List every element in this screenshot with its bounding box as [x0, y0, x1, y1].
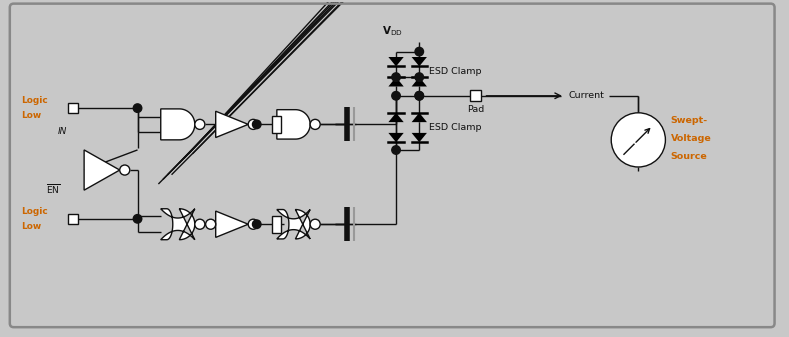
Circle shape [120, 165, 129, 175]
Bar [68, 103, 78, 113]
Text: Swept-: Swept- [671, 116, 708, 125]
Polygon shape [215, 111, 249, 137]
Text: Low: Low [21, 111, 42, 120]
Circle shape [310, 219, 320, 229]
Circle shape [133, 104, 142, 112]
Text: Pad: Pad [467, 105, 484, 114]
Text: IN: IN [58, 127, 67, 136]
Circle shape [392, 146, 400, 154]
Circle shape [133, 215, 142, 223]
Bar [470, 90, 481, 101]
Bar [272, 216, 282, 233]
Circle shape [249, 219, 258, 229]
Polygon shape [277, 210, 310, 239]
Circle shape [392, 73, 400, 81]
Circle shape [195, 219, 205, 229]
Bar [272, 116, 282, 133]
Polygon shape [388, 57, 404, 66]
Circle shape [310, 119, 320, 129]
Text: Low: Low [21, 222, 42, 231]
Polygon shape [412, 113, 427, 122]
Polygon shape [412, 77, 427, 87]
Text: ESD Clamp: ESD Clamp [428, 67, 481, 76]
Polygon shape [161, 109, 195, 140]
Circle shape [206, 219, 215, 229]
Text: Logic: Logic [21, 207, 48, 216]
Circle shape [415, 92, 424, 100]
Polygon shape [388, 133, 404, 142]
Circle shape [392, 92, 400, 100]
Text: $\overline{\rm EN}$: $\overline{\rm EN}$ [47, 182, 61, 196]
Text: ESD Clamp: ESD Clamp [428, 123, 481, 132]
Circle shape [415, 48, 424, 56]
Polygon shape [215, 211, 249, 237]
Polygon shape [412, 133, 427, 142]
Circle shape [252, 120, 261, 129]
Circle shape [415, 73, 424, 81]
Polygon shape [388, 77, 404, 87]
Polygon shape [161, 209, 195, 240]
Text: V$_{\mathsf{DD}}$: V$_{\mathsf{DD}}$ [383, 25, 403, 38]
Bar [68, 214, 78, 224]
Text: Voltage: Voltage [671, 134, 712, 143]
Circle shape [415, 92, 424, 100]
Polygon shape [277, 110, 310, 139]
Text: Logic: Logic [21, 96, 48, 105]
Circle shape [249, 119, 258, 129]
Polygon shape [84, 150, 120, 190]
Circle shape [252, 220, 261, 228]
Circle shape [195, 119, 205, 129]
Circle shape [611, 113, 665, 167]
Polygon shape [412, 57, 427, 66]
Text: Source: Source [671, 152, 708, 161]
Polygon shape [388, 113, 404, 122]
Text: Current: Current [569, 91, 604, 100]
